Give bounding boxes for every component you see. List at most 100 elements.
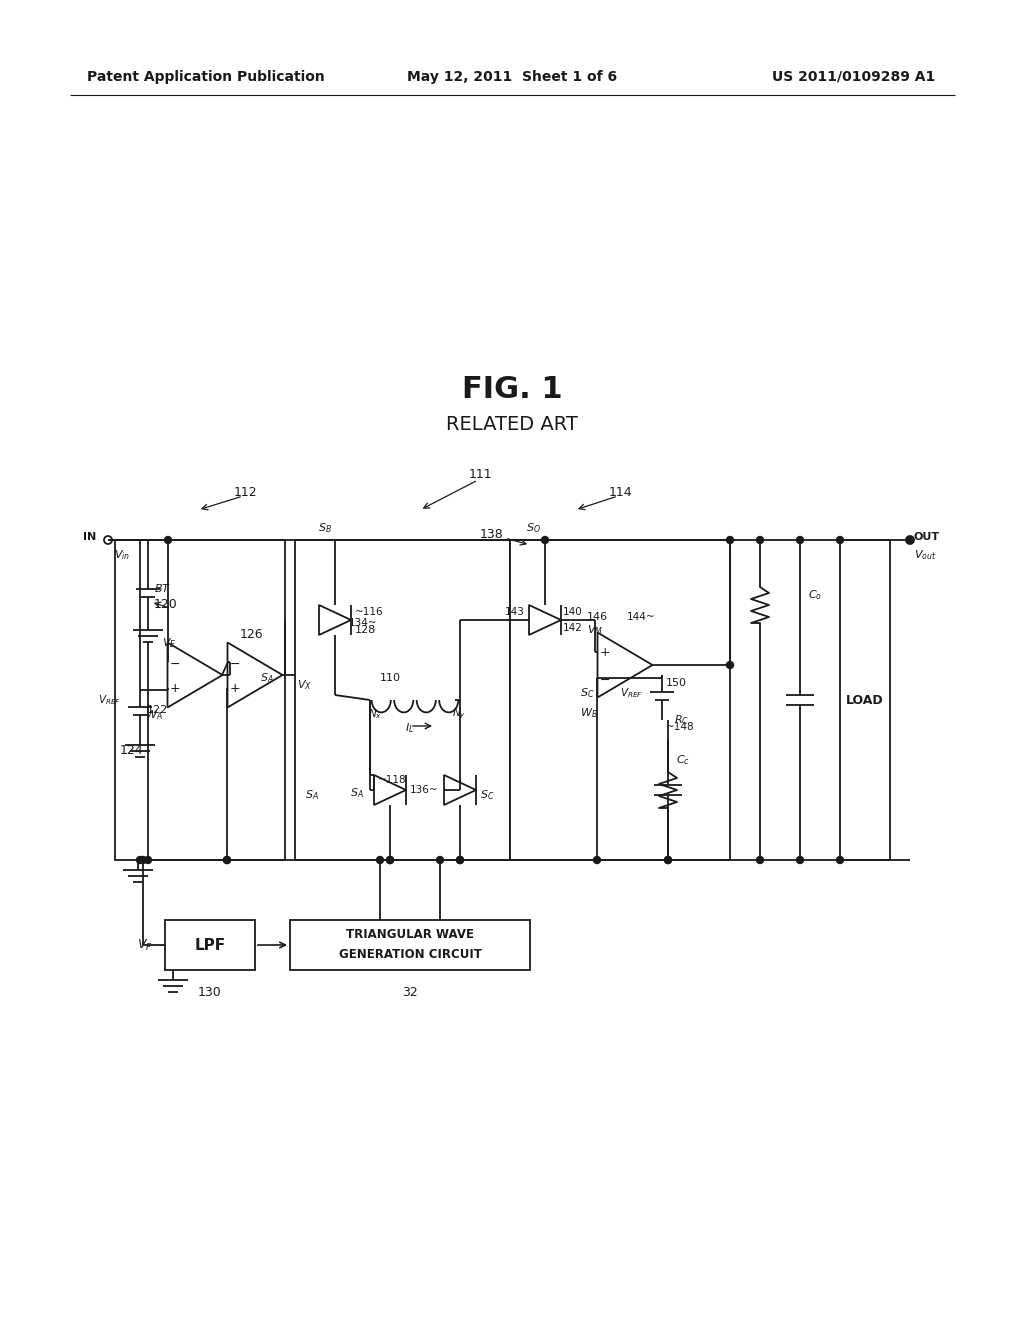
Circle shape	[104, 536, 112, 544]
Text: $S_A$: $S_A$	[260, 671, 273, 685]
Text: 112: 112	[233, 486, 257, 499]
Text: $BT$: $BT$	[154, 582, 171, 594]
Text: 144~: 144~	[627, 612, 655, 622]
Text: 136~: 136~	[410, 785, 438, 795]
Text: ~118: ~118	[378, 775, 407, 785]
Text: $S_A$: $S_A$	[305, 788, 318, 801]
Polygon shape	[444, 775, 476, 805]
Text: $S_C$: $S_C$	[480, 788, 495, 801]
Text: $I_L$: $I_L$	[406, 721, 414, 735]
Bar	[165, 920, 255, 970]
Text: 143: 143	[505, 607, 525, 616]
Polygon shape	[168, 643, 222, 708]
Text: 120: 120	[154, 598, 178, 611]
Text: $-$: $-$	[169, 656, 180, 669]
Text: $W_A$: $W_A$	[145, 708, 163, 722]
Polygon shape	[597, 632, 652, 697]
Text: $C_c$: $C_c$	[676, 754, 690, 767]
Bar	[295, 540, 510, 861]
Text: $S_C$: $S_C$	[580, 686, 595, 700]
Text: OUT: OUT	[914, 532, 940, 543]
Text: 134~: 134~	[349, 618, 378, 628]
Text: $W_B$: $W_B$	[580, 706, 598, 719]
Text: $N_x$: $N_x$	[368, 708, 382, 721]
Text: $V_{REF}$: $V_{REF}$	[98, 693, 121, 708]
Circle shape	[906, 536, 913, 544]
Text: 138: 138	[480, 528, 504, 541]
Text: FIG. 1: FIG. 1	[462, 375, 562, 404]
Text: 32: 32	[402, 986, 418, 998]
Circle shape	[144, 857, 152, 863]
Polygon shape	[227, 643, 283, 708]
Bar	[115, 540, 285, 861]
Text: US 2011/0109289 A1: US 2011/0109289 A1	[772, 70, 935, 84]
Bar	[290, 920, 530, 970]
Text: 110: 110	[380, 673, 401, 682]
Text: $C_o$: $C_o$	[808, 589, 822, 602]
Text: $V_{in}$: $V_{in}$	[114, 548, 130, 562]
Polygon shape	[529, 605, 561, 635]
Polygon shape	[374, 775, 406, 805]
Circle shape	[139, 857, 146, 863]
Text: $V_F$: $V_F$	[137, 937, 153, 953]
Text: GENERATION CIRCUIT: GENERATION CIRCUIT	[339, 949, 481, 961]
Circle shape	[797, 536, 804, 544]
Circle shape	[386, 857, 393, 863]
Text: 122: 122	[146, 705, 168, 715]
Text: $+$: $+$	[599, 647, 610, 660]
Text: 124: 124	[120, 743, 143, 756]
Text: RELATED ART: RELATED ART	[446, 416, 578, 434]
Polygon shape	[319, 605, 351, 635]
Circle shape	[726, 536, 733, 544]
Text: $+$: $+$	[229, 682, 241, 696]
Circle shape	[757, 857, 764, 863]
Text: 146: 146	[587, 612, 608, 622]
Text: IN: IN	[83, 532, 96, 543]
Text: May 12, 2011  Sheet 1 of 6: May 12, 2011 Sheet 1 of 6	[407, 70, 617, 84]
Circle shape	[223, 857, 230, 863]
Text: ~116: ~116	[355, 607, 384, 616]
Text: TRIANGULAR WAVE: TRIANGULAR WAVE	[346, 928, 474, 941]
Circle shape	[665, 857, 672, 863]
Text: LPF: LPF	[195, 937, 225, 953]
Circle shape	[906, 536, 914, 544]
Circle shape	[542, 536, 549, 544]
Text: 111: 111	[468, 469, 492, 482]
Text: $-$: $-$	[599, 672, 610, 685]
Circle shape	[136, 857, 143, 863]
Circle shape	[726, 661, 733, 668]
Text: ~148: ~148	[666, 722, 694, 733]
Circle shape	[837, 857, 844, 863]
Circle shape	[757, 536, 764, 544]
Text: 114: 114	[608, 486, 632, 499]
Circle shape	[436, 857, 443, 863]
Text: $R_C$: $R_C$	[674, 713, 689, 727]
Bar	[510, 540, 730, 861]
Text: 126: 126	[240, 628, 263, 642]
Text: 142: 142	[563, 623, 583, 634]
Text: $S_B$: $S_B$	[318, 521, 332, 535]
Circle shape	[457, 857, 464, 863]
Text: $V_M$: $V_M$	[587, 623, 603, 636]
Text: 140: 140	[563, 607, 583, 616]
Text: $S_O$: $S_O$	[525, 521, 541, 535]
Text: $S_A$: $S_A$	[350, 787, 364, 800]
Circle shape	[165, 536, 171, 544]
Text: 150: 150	[666, 678, 687, 688]
Circle shape	[594, 857, 600, 863]
Circle shape	[797, 857, 804, 863]
Bar	[840, 540, 890, 861]
Text: $V_{REF}$: $V_{REF}$	[620, 686, 643, 700]
Circle shape	[377, 857, 384, 863]
Circle shape	[386, 857, 393, 863]
Text: LOAD: LOAD	[846, 693, 884, 706]
Circle shape	[665, 857, 672, 863]
Text: Patent Application Publication: Patent Application Publication	[87, 70, 325, 84]
Text: 130: 130	[198, 986, 222, 998]
Circle shape	[223, 857, 230, 863]
Circle shape	[837, 536, 844, 544]
Text: $-$: $-$	[229, 656, 241, 669]
Text: $N_y$: $N_y$	[452, 706, 466, 721]
Text: $+$: $+$	[169, 682, 180, 696]
Text: $V_E$: $V_E$	[162, 636, 176, 649]
